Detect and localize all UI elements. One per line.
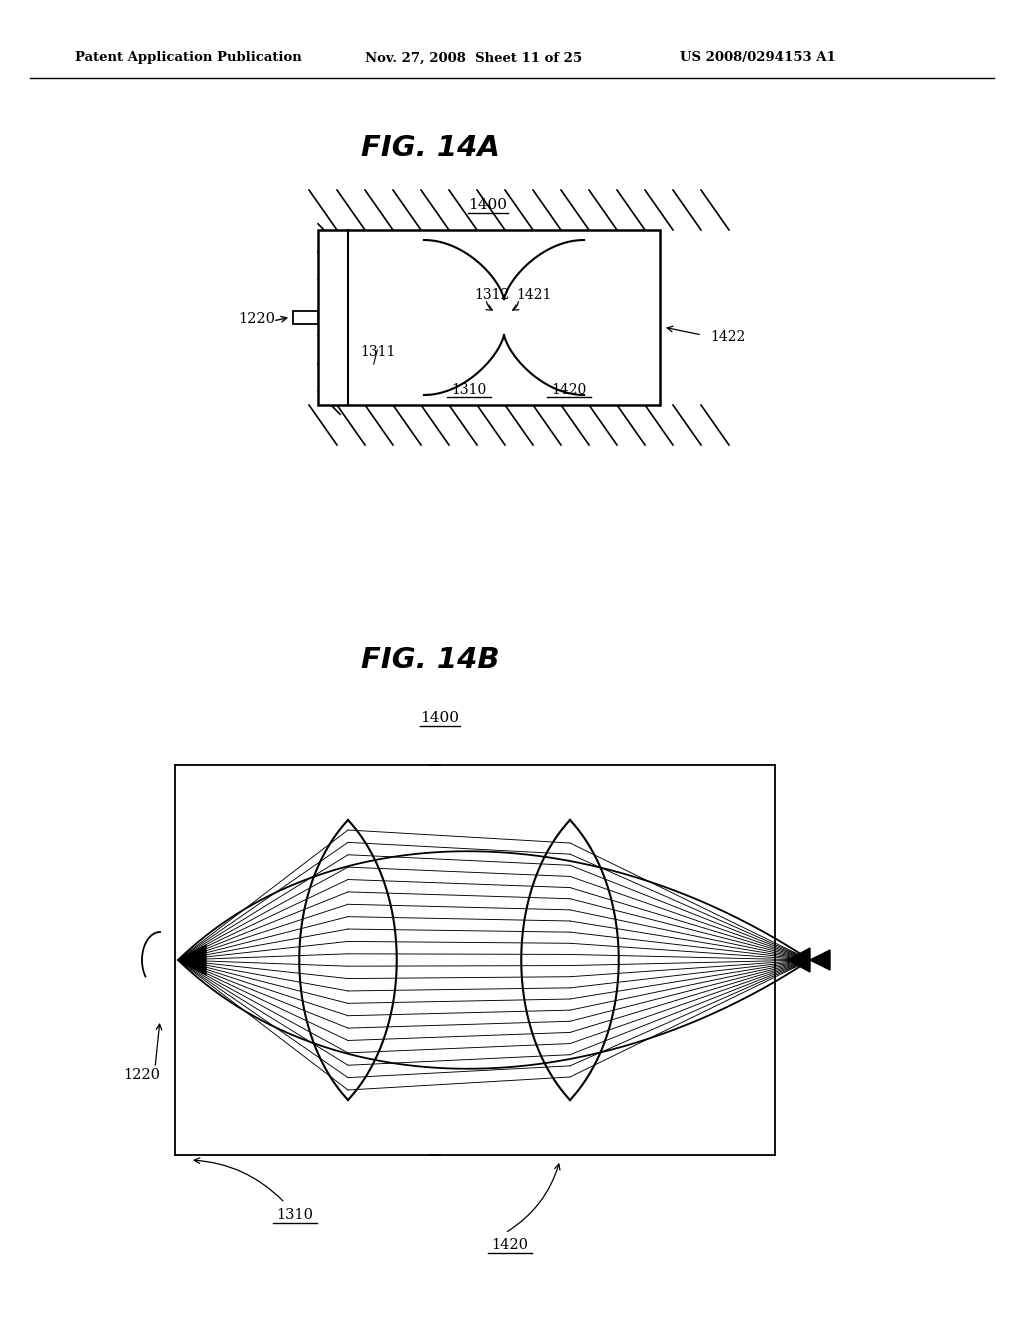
Polygon shape — [178, 945, 206, 975]
Text: 1310: 1310 — [452, 383, 486, 397]
Polygon shape — [810, 950, 830, 970]
Text: 1400: 1400 — [469, 198, 508, 213]
Polygon shape — [788, 948, 810, 972]
Text: FIG. 14B: FIG. 14B — [360, 645, 500, 675]
Text: 1400: 1400 — [421, 711, 460, 725]
Text: 1310: 1310 — [276, 1208, 313, 1222]
Text: 1421: 1421 — [516, 288, 551, 302]
Text: FIG. 14A: FIG. 14A — [360, 135, 500, 162]
Bar — [293, 312, 318, 323]
Text: 1420: 1420 — [492, 1238, 528, 1251]
Text: US 2008/0294153 A1: US 2008/0294153 A1 — [680, 51, 836, 65]
Text: 1311: 1311 — [360, 345, 395, 359]
Bar — [318, 230, 660, 405]
Text: 1420: 1420 — [551, 383, 587, 397]
Text: 1220: 1220 — [124, 1068, 161, 1082]
Text: 1220: 1220 — [238, 312, 275, 326]
Text: Patent Application Publication: Patent Application Publication — [75, 51, 302, 65]
Text: 1312: 1312 — [474, 288, 509, 302]
Text: Nov. 27, 2008  Sheet 11 of 25: Nov. 27, 2008 Sheet 11 of 25 — [365, 51, 582, 65]
Text: 1422: 1422 — [710, 330, 745, 345]
